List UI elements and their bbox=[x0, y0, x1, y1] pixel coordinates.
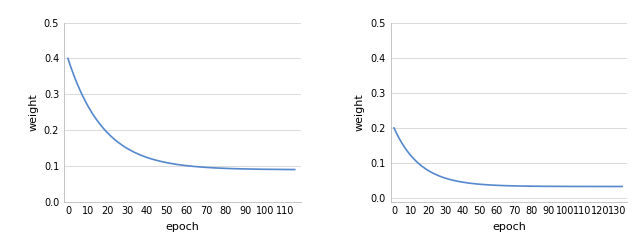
X-axis label: epoch: epoch bbox=[165, 222, 199, 232]
Y-axis label: weight: weight bbox=[355, 93, 365, 131]
X-axis label: epoch: epoch bbox=[492, 222, 526, 232]
Y-axis label: weight: weight bbox=[28, 93, 38, 131]
